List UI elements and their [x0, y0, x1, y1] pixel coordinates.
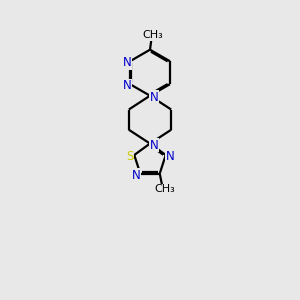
Text: CH₃: CH₃ [142, 30, 163, 40]
Text: N: N [150, 139, 158, 152]
Text: N: N [132, 169, 141, 182]
Text: N: N [150, 91, 158, 104]
Text: CH₃: CH₃ [154, 184, 175, 194]
Text: S: S [127, 150, 134, 163]
Text: N: N [165, 150, 174, 163]
Text: N: N [122, 79, 131, 92]
Text: N: N [122, 56, 131, 69]
